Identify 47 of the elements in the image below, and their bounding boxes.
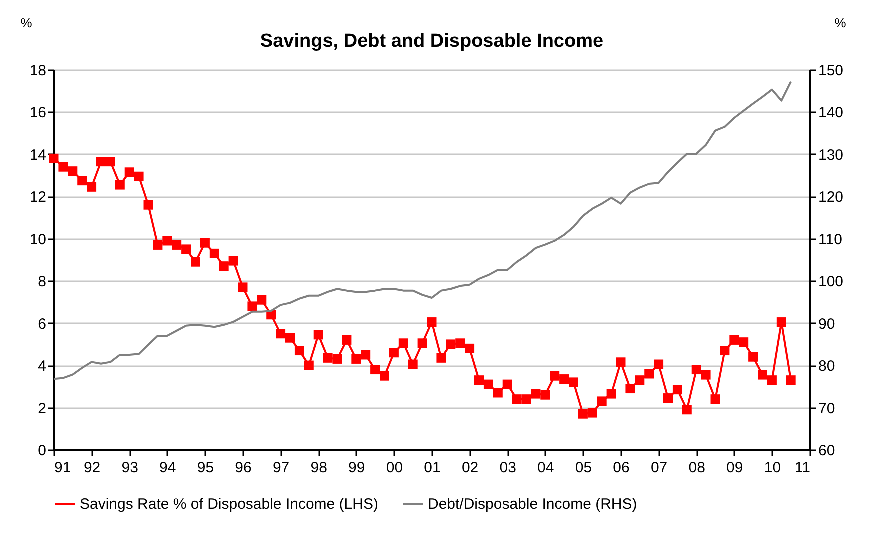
x-tick-label: 92	[84, 460, 101, 476]
x-tick-label: 06	[613, 460, 630, 476]
x-tick-label: 95	[197, 460, 214, 476]
legend-label: Savings Rate % of Disposable Income (LHS)	[80, 496, 378, 513]
y-tick-label: 8	[38, 274, 46, 291]
y2-tick-label: 120	[818, 189, 844, 206]
y-tick-label: 16	[30, 104, 46, 122]
y-tick-label: 2	[38, 400, 46, 418]
x-tick-label: 98	[310, 460, 328, 476]
x-tick-label: 03	[500, 460, 516, 476]
y-tick-label: 12	[30, 189, 46, 206]
y2-tick-label: 90	[818, 316, 836, 333]
x-tick-label: 09	[726, 460, 744, 476]
x-tick-label: 00	[386, 460, 404, 476]
y-tick-label: 0	[38, 442, 46, 460]
x-tick-label: 10	[764, 460, 782, 476]
x-tick-label: 07	[650, 460, 668, 476]
line-series	[53, 80, 792, 380]
x-tick-label: 01	[424, 460, 441, 476]
x-tick-label: 05	[575, 460, 592, 476]
y2-tick-label: 60	[818, 442, 836, 460]
x-tick-label: 94	[160, 460, 176, 476]
y2-tick-label: 110	[818, 231, 842, 248]
x-tick-label: 11	[794, 460, 810, 476]
x-tick-label: 99	[348, 460, 366, 476]
y2-tick-label: 100	[818, 274, 844, 291]
x-tick-label: 97	[272, 460, 290, 476]
x-tick-label: 08	[688, 460, 706, 476]
y-tick-label: 10	[30, 231, 46, 248]
x-tick-label: 93	[122, 460, 138, 476]
y2-tick-label: 130	[818, 146, 844, 164]
y2-axis-title: %	[834, 16, 847, 30]
y-tick-label: 6	[38, 316, 46, 333]
y-axis-title: %	[20, 16, 33, 30]
y-tick-label: 4	[38, 358, 46, 376]
y2-tick-label: 70	[818, 400, 836, 418]
legend-label: Debt/Disposable Income (RHS)	[428, 496, 638, 513]
y-tick-label: 18	[30, 62, 46, 80]
y2-tick-label: 150	[818, 62, 844, 80]
x-tick-label: 96	[235, 460, 252, 476]
x-tick-label: 91	[54, 460, 72, 476]
y-tick-label: 14	[30, 146, 46, 164]
y2-tick-label: 140	[818, 104, 844, 122]
x-tick-label: 04	[538, 460, 554, 476]
chart-title: Savings, Debt and Disposable Income	[260, 31, 604, 52]
x-tick-label: 02	[462, 460, 479, 476]
y2-tick-label: 80	[818, 358, 836, 376]
